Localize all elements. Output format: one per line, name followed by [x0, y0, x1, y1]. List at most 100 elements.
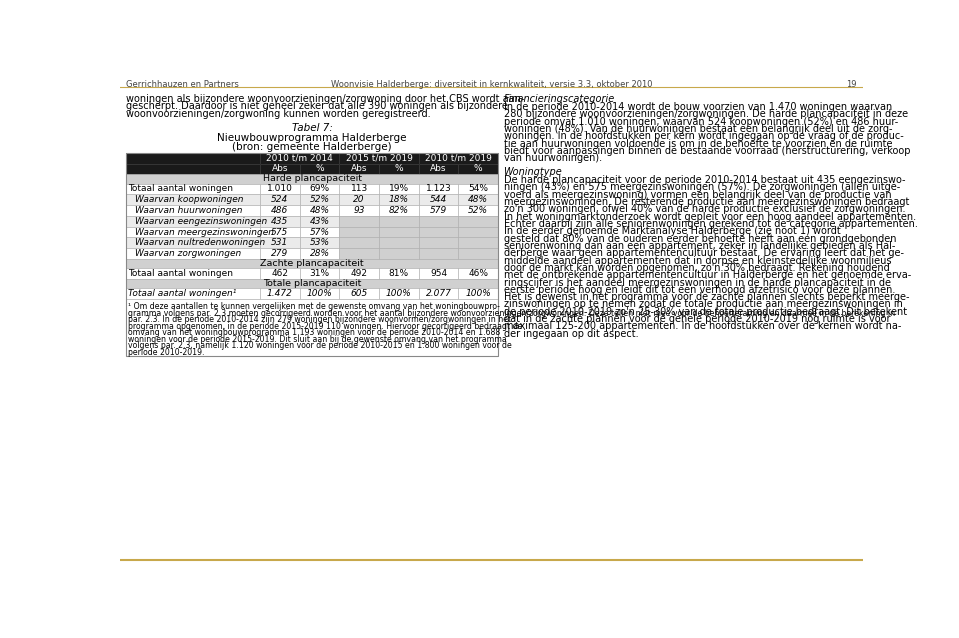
Text: 18%: 18%: [389, 195, 409, 204]
Text: dat in de zachte plannen voor de gehele periode 2010-2019 nog ruimte is voor: dat in de zachte plannen voor de gehele …: [503, 314, 890, 324]
Bar: [126, 288, 260, 299]
Text: 544: 544: [430, 195, 447, 204]
Text: 605: 605: [351, 289, 368, 298]
Bar: [419, 184, 458, 195]
Bar: [339, 163, 379, 174]
Bar: [299, 205, 339, 216]
Text: In de eerder genoemde Marktanalyse Halderberge (zie noot 1) wordt: In de eerder genoemde Marktanalyse Halde…: [503, 226, 840, 236]
Bar: [126, 216, 260, 226]
Bar: [339, 226, 379, 237]
Bar: [339, 216, 379, 226]
Bar: [260, 269, 299, 279]
Bar: [299, 184, 339, 195]
Bar: [126, 205, 260, 216]
Text: Totaal aantal woningen: Totaal aantal woningen: [129, 184, 233, 193]
Bar: [419, 237, 458, 248]
Bar: [419, 248, 458, 259]
Bar: [339, 205, 379, 216]
Text: %: %: [394, 165, 403, 174]
Bar: [419, 226, 458, 237]
Text: Financieringscategorie: Financieringscategorie: [503, 94, 615, 103]
Text: 524: 524: [271, 195, 289, 204]
Text: woningen als bijzondere woonvoorzieningen/zorgwoning door het CBS wordt aan-: woningen als bijzondere woonvoorzieninge…: [126, 94, 525, 103]
Bar: [126, 279, 498, 288]
Text: van huurwoningen).: van huurwoningen).: [503, 153, 601, 163]
Text: periode 2010-2019.: periode 2010-2019.: [129, 348, 205, 357]
Text: 1.472: 1.472: [267, 289, 292, 298]
Text: derberge waar geen appartementencultuur bestaat. De ervaring leert dat het ge-: derberge waar geen appartementencultuur …: [503, 248, 903, 258]
Text: meergezinswoningen. De resterende productie aan meergezinswoningen bedraagt: meergezinswoningen. De resterende produc…: [503, 197, 909, 207]
Text: 575: 575: [271, 228, 289, 237]
Text: biedt voor aanpassingen binnen de bestaande voorraad (herstructurering, verkoop: biedt voor aanpassingen binnen de bestaa…: [503, 146, 910, 156]
Text: (bron: gemeente Halderberge): (bron: gemeente Halderberge): [232, 142, 392, 152]
Text: Woonvisie Halderberge: diversiteit in kernkwaliteit, versie 3.3, oktober 2010: Woonvisie Halderberge: diversiteit in ke…: [331, 80, 653, 89]
Bar: [339, 269, 379, 279]
Bar: [126, 259, 498, 269]
Text: Tabel 7:: Tabel 7:: [292, 122, 333, 133]
Bar: [419, 216, 458, 226]
Text: omvang van het woningbouwprogramma 1.193 woningen voor de periode 2010-2014 en 1: omvang van het woningbouwprogramma 1.193…: [129, 329, 501, 338]
Text: woningen. In de hoofdstukken per kern wordt ingegaan op de vraag of de produc-: woningen. In de hoofdstukken per kern wo…: [503, 131, 903, 141]
Text: Waarvan eengezinswoningen: Waarvan eengezinswoningen: [135, 217, 268, 226]
Text: Het is gewenst in het programma voor de zachte plannen slechts beperkt meerge-: Het is gewenst in het programma voor de …: [503, 292, 909, 302]
Text: 492: 492: [351, 269, 367, 278]
Bar: [458, 163, 498, 174]
Text: 280 bijzondere woonvoorzieningen/zorgwoningen. De harde plancapaciteit in deze: 280 bijzondere woonvoorzieningen/zorgwon…: [503, 109, 907, 119]
Text: ¹ Om deze aantallen te kunnen vergelijken met de gewenste omvang van het woningb: ¹ Om deze aantallen te kunnen vergelijke…: [129, 302, 501, 311]
Bar: [126, 152, 260, 163]
Text: 48%: 48%: [468, 195, 488, 204]
Bar: [379, 163, 419, 174]
Text: 46%: 46%: [468, 269, 488, 278]
Text: 1.123: 1.123: [426, 184, 452, 193]
Text: volgens par. 2.3, namelijk 1.120 woningen voor de periode 2010-2015 en 1.800 won: volgens par. 2.3, namelijk 1.120 woninge…: [129, 341, 512, 350]
Bar: [126, 163, 260, 174]
Bar: [458, 195, 498, 205]
Bar: [379, 205, 419, 216]
Text: 93: 93: [354, 206, 365, 215]
Bar: [419, 288, 458, 299]
Bar: [458, 248, 498, 259]
Text: 435: 435: [271, 217, 289, 226]
Bar: [126, 248, 260, 259]
Text: woningen voor de periode 2015-2019. Dit sluit aan bij de gewenste omvang van het: woningen voor de periode 2015-2019. Dit …: [129, 335, 507, 344]
Bar: [379, 269, 419, 279]
Bar: [126, 237, 260, 248]
Bar: [299, 226, 339, 237]
Bar: [339, 195, 379, 205]
Text: 28%: 28%: [310, 249, 330, 258]
Text: 43%: 43%: [310, 217, 330, 226]
Text: 100%: 100%: [386, 289, 411, 298]
Bar: [126, 152, 498, 356]
Text: Abs: Abs: [431, 165, 447, 174]
Text: ringscijfer is het aandeel meergezinswoningen in de harde plancapaciteit in de: ringscijfer is het aandeel meergezinswon…: [503, 278, 891, 288]
Bar: [379, 216, 419, 226]
Text: 486: 486: [271, 206, 289, 215]
Text: 531: 531: [271, 239, 289, 248]
Bar: [339, 288, 379, 299]
Bar: [260, 205, 299, 216]
Bar: [419, 205, 458, 216]
Text: 100%: 100%: [465, 289, 491, 298]
Text: Totale plancapaciteit: Totale plancapaciteit: [263, 279, 362, 288]
Text: 48%: 48%: [310, 206, 330, 215]
Text: eerste periode hoog en leidt dit tot een verhoogd afzetrisico voor deze plannen.: eerste periode hoog en leidt dit tot een…: [503, 285, 895, 295]
Text: Woningtype: Woningtype: [503, 167, 562, 177]
Text: 57%: 57%: [310, 228, 330, 237]
Text: 19: 19: [847, 80, 857, 89]
Text: 954: 954: [430, 269, 447, 278]
Text: Totaal aantal woningen: Totaal aantal woningen: [129, 269, 233, 278]
Text: Gerrichhauzen en Partners: Gerrichhauzen en Partners: [126, 80, 239, 89]
Bar: [260, 163, 299, 174]
Bar: [260, 184, 299, 195]
Text: de periode 2010-2019 zo'n 25-30% van de totale productie bedraagt. Dit betekent: de periode 2010-2019 zo'n 25-30% van de …: [503, 307, 906, 317]
Bar: [260, 248, 299, 259]
Text: In het woningmarktonderzoek wordt gepleit voor een hoog aandeel appartementen.: In het woningmarktonderzoek wordt geplei…: [503, 212, 916, 221]
Bar: [419, 152, 498, 163]
Bar: [260, 288, 299, 299]
Text: Abs: Abs: [351, 165, 367, 174]
Bar: [299, 216, 339, 226]
Bar: [458, 216, 498, 226]
Text: Zachte plancapaciteit: Zachte plancapaciteit: [260, 259, 363, 268]
Bar: [260, 237, 299, 248]
Text: 113: 113: [351, 184, 368, 193]
